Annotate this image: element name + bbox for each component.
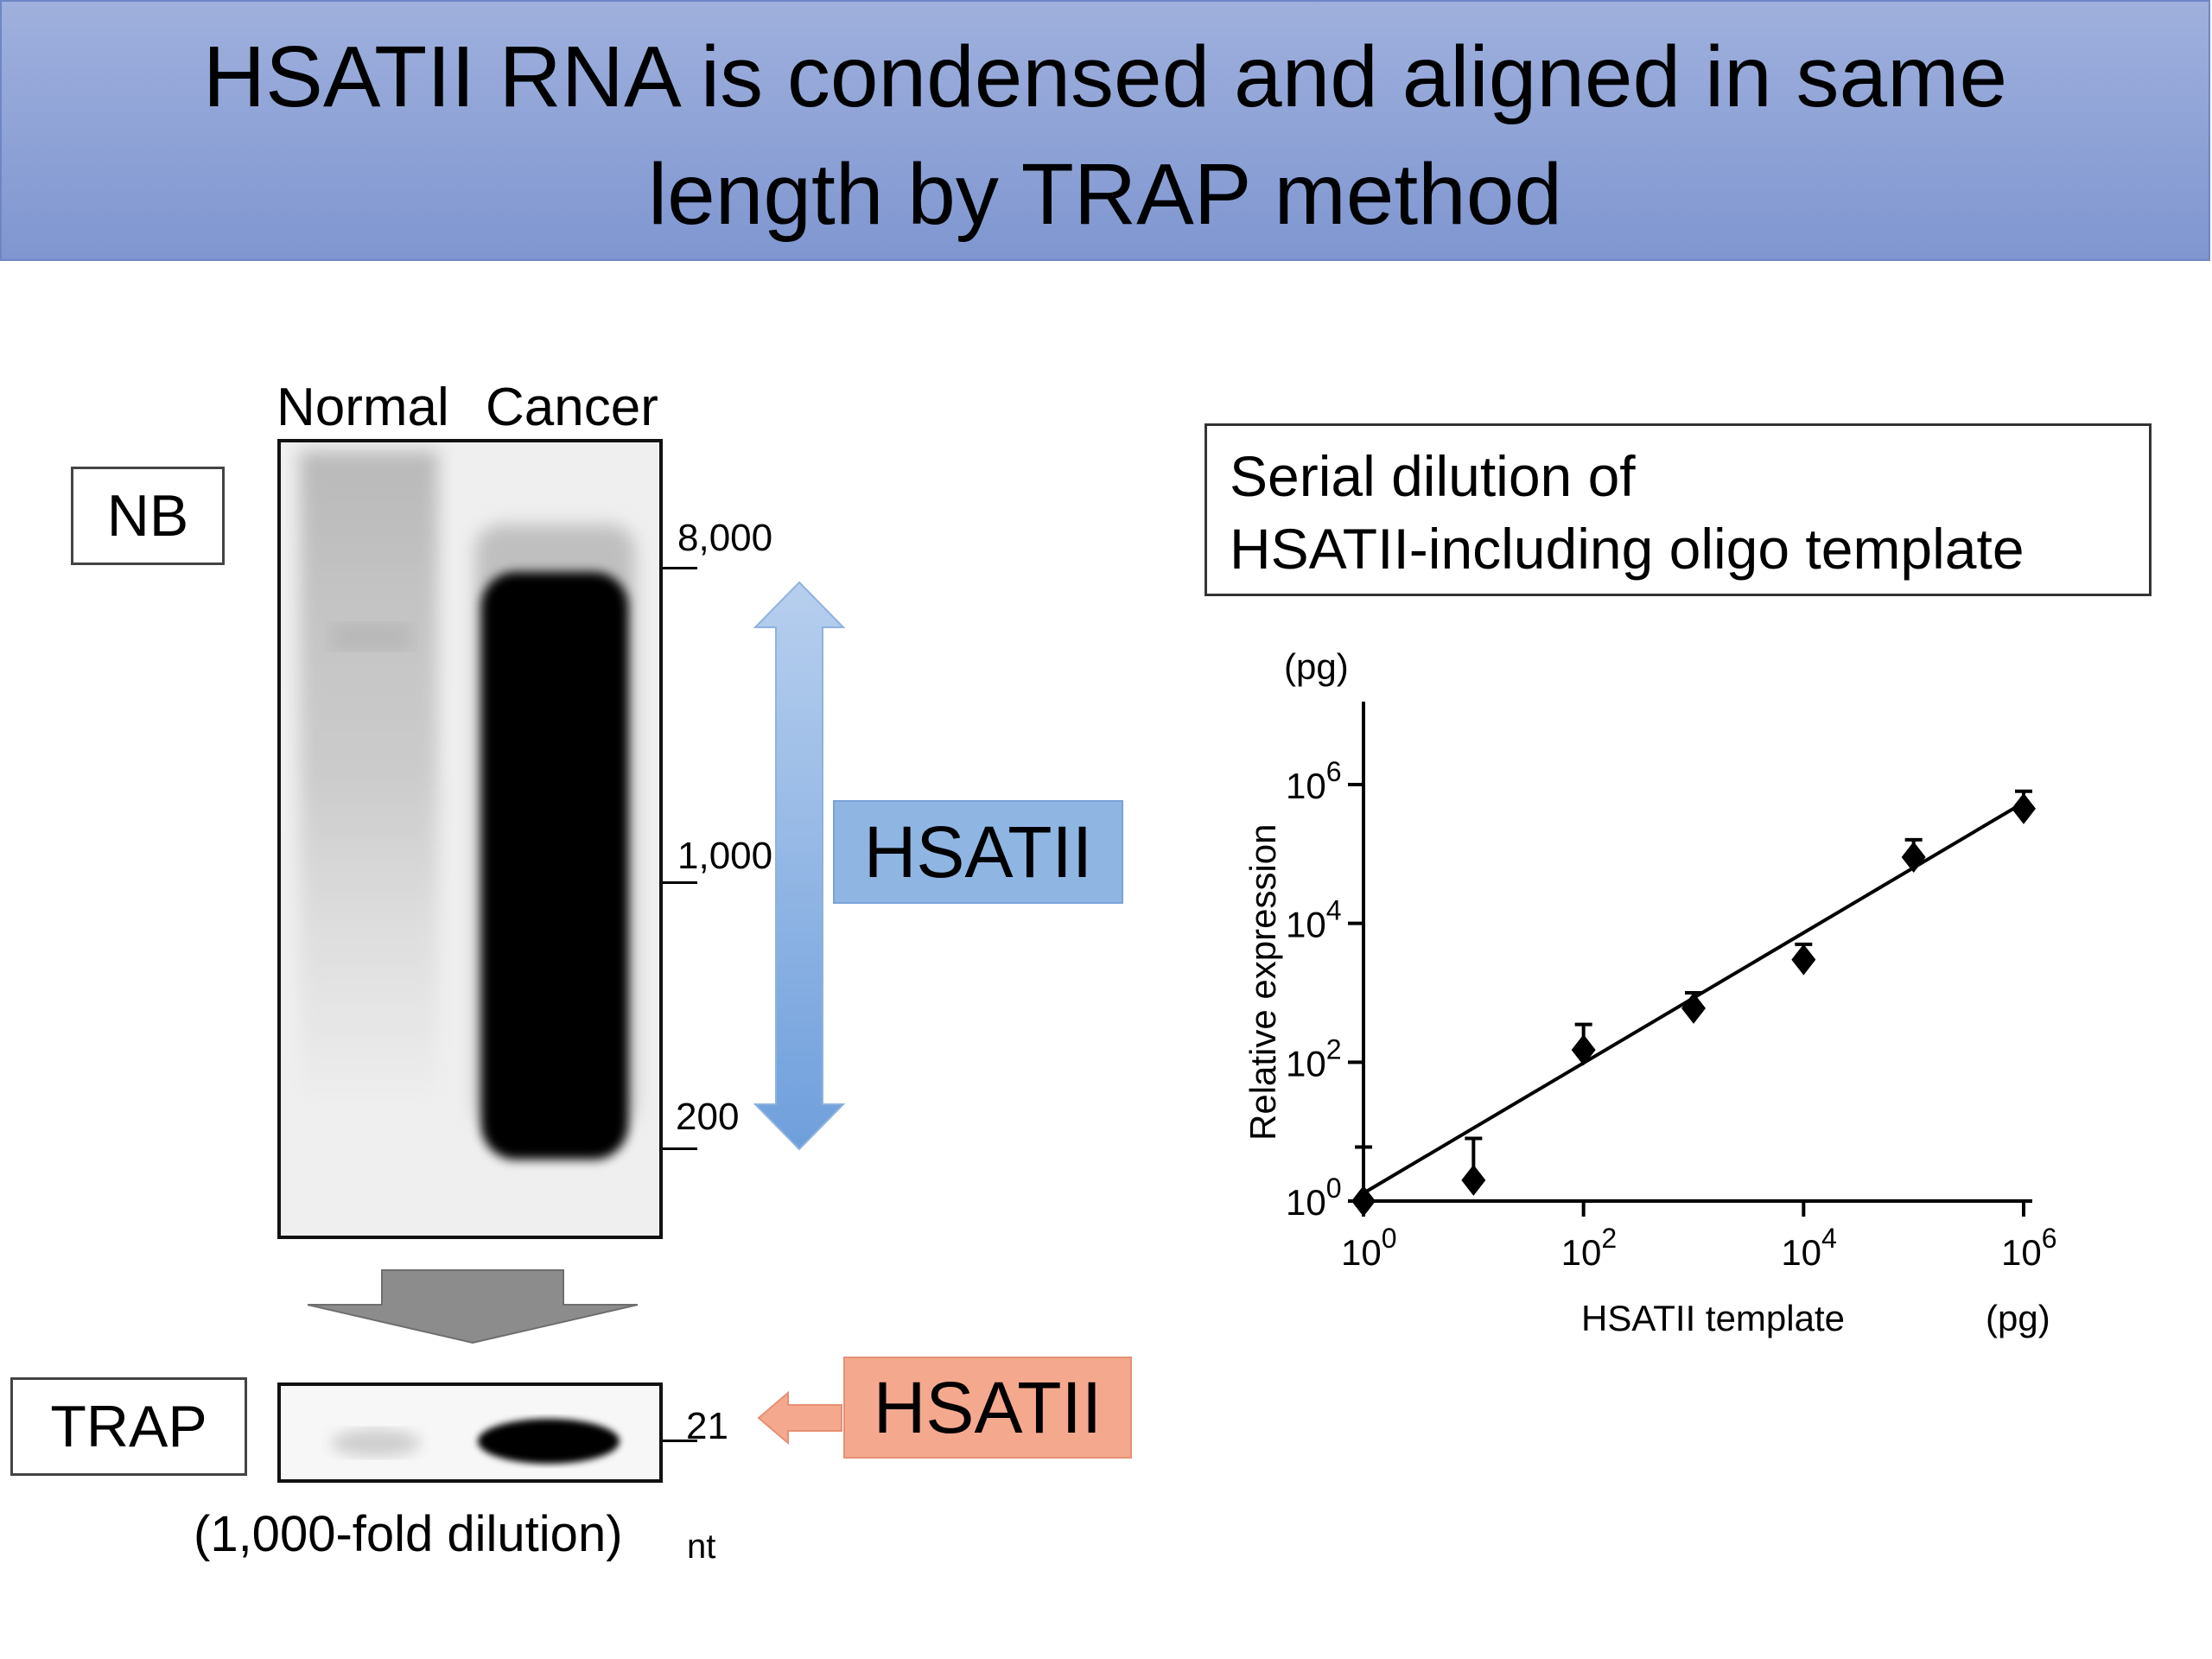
chart-caption-line-1: Serial dilution of: [1230, 444, 1636, 508]
x-tick-label-1: 102: [1561, 1223, 1618, 1273]
marker-label-8000: 8,000: [677, 517, 773, 559]
double-headed-vertical-arrow-icon: [753, 581, 846, 1151]
marker-label-1000: 1,000: [677, 835, 773, 877]
y-tick-label-3: 106: [1286, 756, 1342, 806]
unit-label-nt: nt: [687, 1528, 716, 1566]
hsatii-orange-label: HSATII: [843, 1357, 1132, 1459]
trap-label: TRAP: [10, 1377, 247, 1476]
marker-label-200: 200: [676, 1096, 740, 1138]
scatter-chart: 100 102 104 106 100 102 104 106 HSATII template (…: [1243, 646, 2057, 1338]
chart-axes: [1348, 702, 2032, 1217]
marker-tick-8000: [663, 567, 697, 569]
chart-caption-line-2: HSATII-including oligo template: [1230, 517, 2024, 581]
x-tick-label-3: 106: [2001, 1223, 2057, 1273]
slide-title-line-2: length by TRAP method: [647, 146, 1563, 243]
title-banner: HSATII RNA is condensed and aligned in s…: [0, 0, 2210, 261]
chart-labels-group: 100 102 104 106 100 102 104 106 HSATII template (…: [1243, 646, 2057, 1338]
blot-lanes-graphic: [281, 442, 659, 1236]
y-axis-unit: (pg): [1284, 646, 1349, 687]
marker-tick-200: [663, 1147, 697, 1150]
x-tick-label-0: 100: [1341, 1223, 1397, 1273]
data-point-6: [2012, 792, 2036, 824]
marker-label-21: 21: [686, 1405, 728, 1447]
left-arrow-icon: [757, 1391, 842, 1445]
slide-title-line-1: HSATII RNA is condensed and aligned in s…: [202, 29, 2008, 125]
data-point-0: [1351, 1185, 1376, 1217]
lane-label-cancer: Cancer: [486, 378, 658, 437]
y-tick-label-1: 102: [1286, 1033, 1342, 1084]
data-point-4: [1791, 944, 1816, 976]
data-point-2: [1571, 1034, 1596, 1066]
trap-gel-image: [277, 1382, 663, 1483]
x-axis-label: HSATII template: [1581, 1298, 1845, 1338]
data-point-3: [1681, 992, 1706, 1024]
data-point-5: [1901, 842, 1926, 874]
y-tick-label-0: 100: [1286, 1173, 1342, 1223]
chart-caption-box: Serial dilution of HSATII-including olig…: [1205, 423, 2152, 596]
y-tick-label-2: 104: [1286, 895, 1342, 945]
dilution-note: (1,000-fold dilution): [194, 1506, 623, 1562]
down-arrow-icon: [307, 1269, 639, 1344]
data-point-1: [1461, 1164, 1486, 1196]
marker-tick-1000: [663, 881, 697, 884]
northern-blot-image: [277, 439, 663, 1239]
marker-tick-21: [663, 1440, 697, 1442]
x-tick-label-2: 104: [1781, 1223, 1837, 1273]
x-axis-unit: (pg): [1986, 1298, 2050, 1338]
hsatii-blue-label: HSATII: [833, 800, 1123, 904]
data-points-group: [1351, 789, 2036, 1217]
lane-label-normal: Normal: [276, 378, 449, 437]
nb-label: NB: [71, 467, 225, 565]
y-axis-label: Relative expression: [1243, 823, 1283, 1141]
trap-bands-graphic: [331, 1419, 620, 1464]
